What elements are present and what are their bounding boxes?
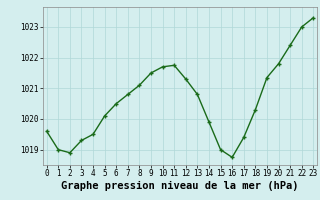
X-axis label: Graphe pression niveau de la mer (hPa): Graphe pression niveau de la mer (hPa) xyxy=(61,181,299,191)
